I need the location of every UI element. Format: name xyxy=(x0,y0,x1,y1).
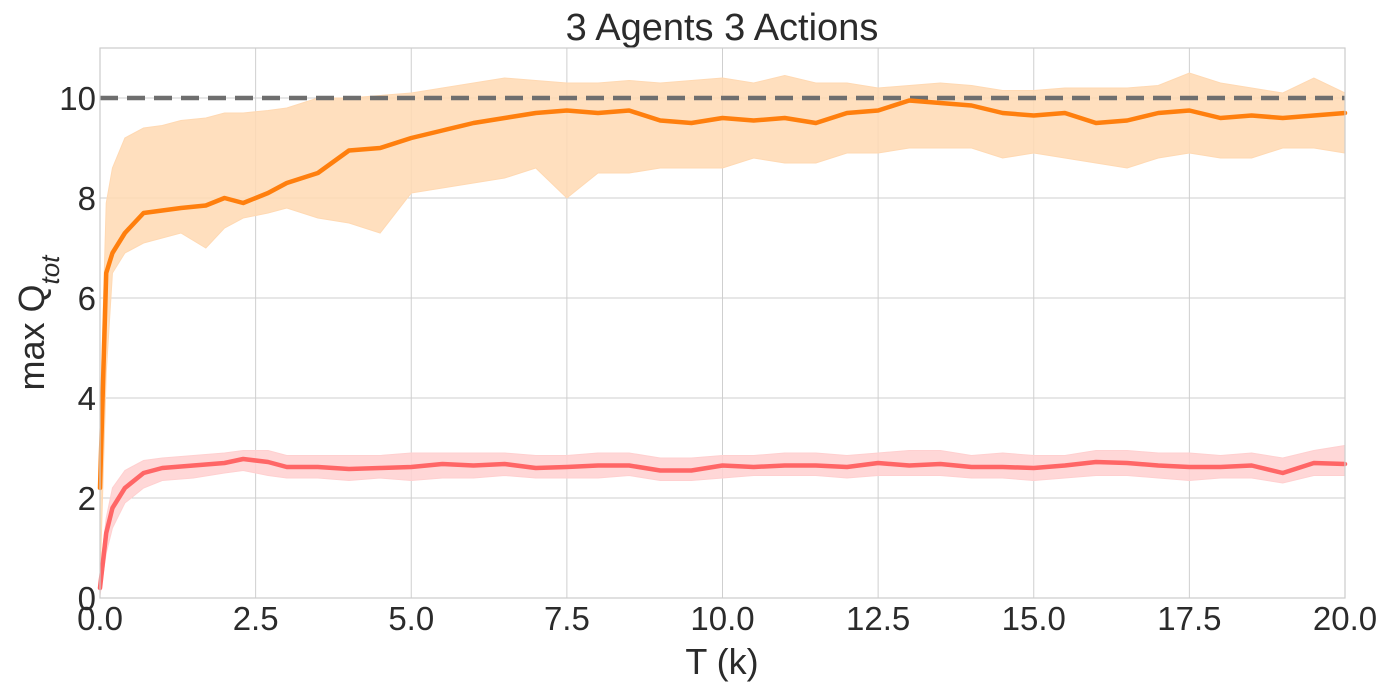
x-tick-labels: 0.0 2.5 5.0 7.5 10.0 12.5 15.0 17.5 20.0 xyxy=(77,600,1377,637)
x-tick-label: 10.0 xyxy=(690,600,754,637)
plot-frame xyxy=(99,47,1346,599)
x-tick-label: 15.0 xyxy=(1002,600,1066,637)
x-tick-label: 20.0 xyxy=(1313,600,1377,637)
x-tick-label: 12.5 xyxy=(846,600,910,637)
y-tick-label: 4 xyxy=(78,380,96,417)
y-axis-label: max Qtot xyxy=(11,254,65,391)
y-axis-label-subscript: tot xyxy=(35,254,65,285)
x-tick-label: 17.5 xyxy=(1157,600,1221,637)
y-tick-label: 2 xyxy=(78,480,96,517)
y-tick-label: 6 xyxy=(78,280,96,317)
x-tick-label: 5.0 xyxy=(388,600,434,637)
series-lines xyxy=(97,98,1348,591)
x-tick-label: 7.5 xyxy=(544,600,590,637)
y-tick-labels: 0 2 4 6 8 10 xyxy=(59,80,96,617)
x-tick-label: 0.0 xyxy=(77,600,123,637)
chart-title: 3 Agents 3 Actions xyxy=(566,7,879,49)
x-axis-label: T (k) xyxy=(685,641,758,682)
y-tick-label: 8 xyxy=(78,180,96,217)
series-1-line xyxy=(97,98,1348,491)
x-tick-label: 2.5 xyxy=(233,600,279,637)
y-tick-label: 10 xyxy=(59,80,96,117)
y-axis-label-main: max Q xyxy=(11,284,52,390)
series-2-line xyxy=(97,456,1348,591)
y-tick-label: 0 xyxy=(78,580,96,617)
